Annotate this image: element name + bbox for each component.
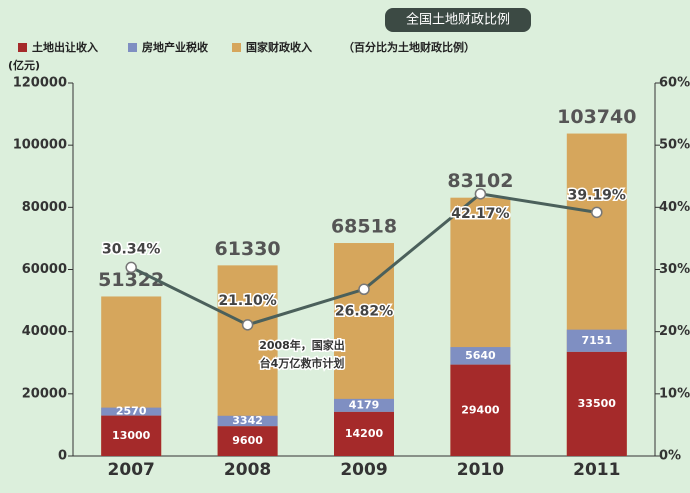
y-tick-label: 120000 (13, 76, 67, 91)
legend-label: 国家财政收入 (246, 40, 312, 54)
legend-note: （百分比为土地财政比例） (343, 40, 475, 54)
y2-tick-label: 30% (659, 262, 690, 277)
y2-tick-label: 50% (659, 138, 690, 153)
line-point (591, 206, 603, 219)
bar (101, 407, 162, 416)
y2-tick-label: 0% (659, 449, 681, 464)
bar (334, 398, 394, 412)
total-label: 61330 (215, 238, 281, 260)
total-label: 103740 (557, 106, 636, 128)
legend-label: 房地产业税收 (142, 40, 208, 54)
percent-label: 39.19% (568, 187, 626, 203)
y-tick-label: 100000 (13, 138, 67, 153)
legend-label: 土地出让收入 (32, 40, 98, 54)
bar (450, 347, 511, 365)
x-tick-label: 2011 (573, 460, 620, 480)
chart-title: 全国土地财政比例 (406, 12, 510, 28)
percent-label: 21.10% (218, 293, 276, 309)
line-point (125, 261, 137, 274)
bar (217, 415, 278, 427)
line-point (474, 188, 487, 200)
annotation: 台4万亿救市计划 (260, 356, 345, 370)
y-unit: (亿元) (8, 58, 40, 72)
legend-swatch (232, 43, 241, 52)
y2-tick-label: 60% (659, 76, 690, 91)
line-point (358, 283, 370, 296)
y2-tick-label: 40% (659, 200, 690, 215)
total-label: 83102 (447, 170, 513, 192)
percent-label: 26.82% (335, 303, 393, 319)
bar (334, 411, 394, 456)
value-label: 9600 (232, 434, 263, 447)
value-label: 14200 (345, 427, 384, 440)
y-tick-label: 40000 (22, 324, 67, 339)
y2-tick-label: 20% (659, 324, 690, 339)
bar (450, 364, 511, 456)
y-tick-label: 80000 (22, 200, 67, 215)
y-tick-label: 0 (58, 449, 67, 464)
value-label: 13000 (112, 429, 151, 442)
x-tick-label: 2009 (340, 460, 387, 480)
value-label: 3342 (232, 414, 263, 427)
annotation: 2008年，国家出 (259, 338, 345, 352)
legend-swatch (128, 43, 137, 52)
x-tick-label: 2010 (457, 460, 504, 480)
y2-tick-label: 10% (659, 386, 690, 401)
value-label: 33500 (578, 397, 617, 410)
bar (101, 415, 162, 456)
x-tick-label: 2008 (224, 460, 271, 480)
y-tick-label: 60000 (22, 262, 67, 277)
line-point (241, 319, 254, 331)
value-label: 7151 (581, 334, 612, 347)
y-tick-label: 20000 (22, 386, 67, 401)
value-label: 5640 (465, 349, 496, 362)
total-label: 68518 (331, 216, 397, 238)
bar (566, 351, 627, 456)
x-tick-label: 2007 (108, 460, 155, 480)
bar (566, 329, 627, 352)
bar (217, 426, 278, 456)
value-label: 29400 (461, 403, 500, 416)
value-label: 2570 (116, 405, 147, 418)
title-box (385, 8, 531, 32)
percent-label: 42.17% (451, 206, 509, 222)
percent-label: 30.34% (102, 241, 160, 257)
legend-swatch (18, 43, 27, 52)
value-label: 4179 (349, 398, 380, 411)
